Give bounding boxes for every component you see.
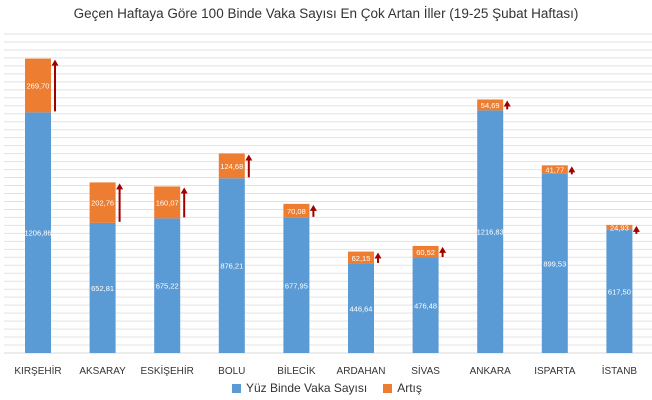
data-label-base: 876,21 — [220, 262, 243, 271]
increase-arrow — [180, 187, 188, 218]
bar-base — [412, 258, 439, 353]
x-tick-label: BİLECİK — [277, 364, 316, 377]
legend: Yüz Binde Vaka Sayısı Artış — [232, 381, 438, 395]
legend-label-vaka: Yüz Binde Vaka Sayısı — [246, 381, 368, 395]
data-label-base: 617,50 — [608, 287, 631, 296]
bar-base — [606, 229, 633, 353]
bar-increase — [541, 165, 568, 174]
increase-arrow — [503, 100, 511, 110]
increase-arrow — [374, 252, 382, 263]
x-tick-label: SİVAS — [411, 364, 440, 377]
bar-increase — [283, 203, 310, 218]
x-tick-label: BOLU — [218, 366, 245, 377]
bar-increase — [606, 224, 633, 230]
bar-increase — [348, 251, 374, 264]
data-label-base: 1206,86 — [24, 229, 51, 238]
data-label-increase: 41,77 — [545, 165, 564, 174]
data-label-increase: 60,52 — [416, 248, 435, 257]
bar-base — [154, 218, 181, 353]
bar-increase — [218, 153, 245, 179]
bar-increase — [25, 58, 51, 113]
increase-arrow — [568, 166, 576, 175]
data-label-increase: 62,15 — [352, 254, 371, 263]
bars-group: 1206,86 269,70 652,81 202,76 675,22 160,07 876… — [24, 58, 640, 353]
data-label-increase: 24,93 — [610, 223, 629, 232]
data-label-base: 677,95 — [285, 281, 308, 290]
x-tick-label: ANKARA — [470, 366, 511, 377]
bar-base — [541, 173, 568, 353]
increase-arrow — [245, 154, 253, 178]
increase-arrow — [439, 246, 447, 258]
bar-base — [89, 222, 116, 353]
legend-label-artis: Artış — [397, 381, 422, 395]
bar-base — [477, 110, 504, 353]
bar-increase — [89, 182, 116, 223]
legend-item-artis: Artış — [383, 381, 422, 395]
x-tick-label: ESKİŞEHİR — [141, 364, 194, 377]
data-label-increase: 124,68 — [220, 162, 243, 171]
bar-increase — [154, 186, 181, 219]
data-label-increase: 202,76 — [91, 199, 114, 208]
increase-arrow — [309, 204, 317, 217]
data-label-base: 652,81 — [91, 284, 114, 293]
data-label-base: 1216,83 — [477, 228, 504, 237]
data-label-base: 446,64 — [350, 304, 373, 313]
x-tick-label: KIRŞEHİR — [14, 364, 61, 377]
x-tick-label: AKSARAY — [79, 366, 126, 377]
bar-base — [25, 112, 51, 353]
increase-arrow — [51, 59, 59, 112]
increase-arrow — [116, 183, 124, 222]
legend-item-vaka: Yüz Binde Vaka Sayısı — [232, 381, 367, 395]
x-tick-label: ARDAHAN — [337, 366, 386, 377]
increase-arrow — [632, 225, 640, 234]
data-label-increase: 269,70 — [27, 81, 50, 90]
bar-base — [283, 217, 310, 353]
data-label-base: 476,48 — [414, 302, 437, 311]
data-label-base: 899,53 — [543, 259, 566, 268]
bar-base — [218, 178, 245, 353]
bar-increase — [477, 99, 504, 111]
x-tick-label: ISPARTA — [534, 366, 575, 377]
x-axis: KIRŞEHİR AKSARAY ESKİŞEHİR BOLU BİLECİK ARDAH… — [14, 364, 637, 377]
bar-increase — [412, 245, 439, 259]
data-label-increase: 70,08 — [287, 207, 306, 216]
bar-base — [348, 263, 374, 353]
data-label-increase: 54,69 — [481, 101, 500, 110]
legend-swatch-artis — [383, 383, 393, 393]
x-tick-label: İSTANB — [602, 364, 638, 377]
legend-swatch-vaka — [232, 383, 241, 393]
data-label-increase: 160,07 — [156, 198, 179, 207]
chart-title: Geçen Haftaya Göre 100 Binde Vaka Sayısı… — [73, 6, 579, 21]
data-label-base: 675,22 — [156, 282, 179, 291]
